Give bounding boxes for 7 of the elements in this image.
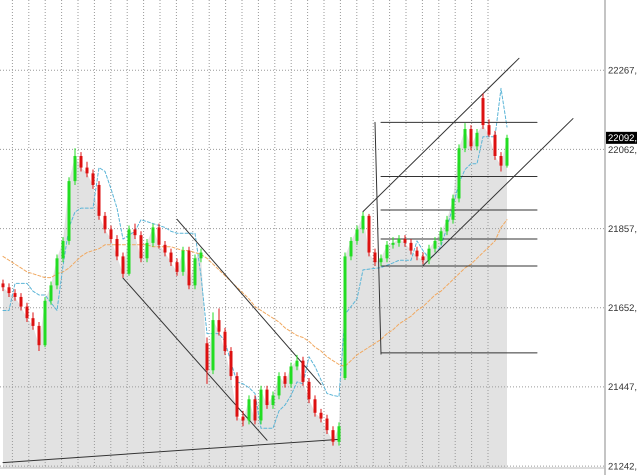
y-tick-label: 21857, (608, 224, 638, 235)
text: 22092, (608, 133, 638, 144)
y-tick-label: 22062, (608, 144, 638, 156)
y-tick-label: 21242, (608, 461, 638, 472)
y-tick-label: 21652, (608, 303, 638, 314)
y-tick-label: 21447, (608, 382, 638, 394)
y-tick-label: 22267, (608, 66, 638, 77)
